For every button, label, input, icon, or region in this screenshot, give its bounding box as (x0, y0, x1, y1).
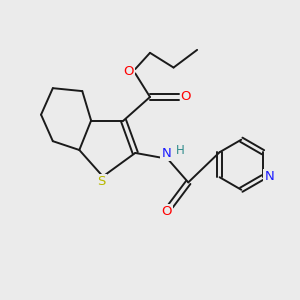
Text: O: O (124, 65, 134, 79)
Text: O: O (161, 205, 171, 218)
Text: N: N (161, 147, 171, 160)
Text: O: O (181, 91, 191, 103)
Text: S: S (97, 175, 106, 188)
Text: H: H (176, 144, 184, 157)
Text: N: N (265, 170, 274, 183)
